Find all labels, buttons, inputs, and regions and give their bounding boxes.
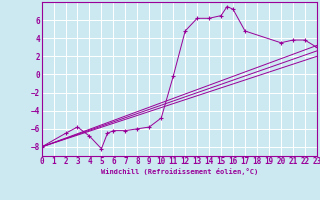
X-axis label: Windchill (Refroidissement éolien,°C): Windchill (Refroidissement éolien,°C) [100,168,258,175]
